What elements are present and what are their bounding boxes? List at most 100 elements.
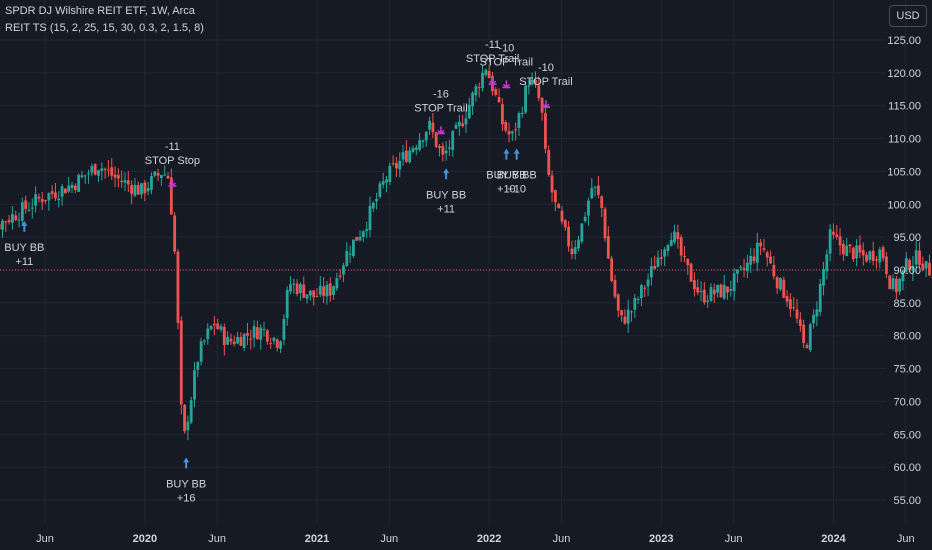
candle-body bbox=[50, 191, 54, 195]
candlestick-series bbox=[0, 64, 932, 441]
candle-body bbox=[457, 121, 461, 127]
candle-body bbox=[749, 255, 753, 265]
candle-body bbox=[302, 284, 306, 298]
x-tick-label: Jun bbox=[36, 533, 54, 545]
candle-body bbox=[345, 251, 349, 266]
candle-body bbox=[239, 337, 243, 346]
candle-body bbox=[173, 215, 177, 252]
stop-signal-label: -16 bbox=[433, 88, 449, 100]
candle-body bbox=[855, 245, 859, 259]
candle-body bbox=[835, 234, 839, 238]
x-tick-label: Jun bbox=[208, 533, 226, 545]
time-axis[interactable]: Jun 2020 Jun 2021 Jun 2022 Jun 2023 Jun 2024 Jun bbox=[36, 533, 915, 545]
candle-body bbox=[759, 242, 763, 247]
stop-signal-label: STOP Trail bbox=[519, 76, 572, 88]
candle-body bbox=[871, 250, 875, 261]
candle-body bbox=[510, 131, 514, 134]
candle-body bbox=[355, 236, 359, 241]
candle-body bbox=[769, 256, 772, 264]
candle-body bbox=[646, 279, 650, 287]
currency-button[interactable]: USD bbox=[889, 5, 927, 27]
candle-body bbox=[891, 278, 895, 289]
candle-body bbox=[249, 338, 253, 340]
buy-signal-label: BUY BB bbox=[486, 170, 526, 182]
stop-signal-label: STOP Trail bbox=[466, 53, 519, 65]
candle-body bbox=[37, 196, 41, 199]
candle-body bbox=[338, 275, 342, 277]
buy-signal-label: BUY BB bbox=[497, 170, 537, 182]
candle-body bbox=[67, 185, 71, 192]
candle-body bbox=[17, 219, 21, 221]
candle-body bbox=[179, 320, 183, 405]
candle-body bbox=[222, 326, 226, 346]
buy-signal-label: BUY BB bbox=[166, 478, 206, 490]
candle-body bbox=[477, 87, 481, 89]
candle-body bbox=[709, 287, 713, 301]
candle-body bbox=[229, 338, 233, 342]
candle-body bbox=[441, 146, 445, 155]
candle-body bbox=[507, 131, 511, 135]
stop-signal-label: STOP Trail bbox=[414, 102, 467, 114]
candle-body bbox=[461, 123, 465, 127]
candle-body bbox=[156, 173, 160, 176]
candle-body bbox=[189, 400, 193, 423]
x-tick-label: Jun bbox=[380, 533, 398, 545]
price-axis[interactable]: 125.00 120.00 115.00 110.00 105.00 100.00 95.0… bbox=[887, 35, 921, 507]
x-tick-label: 2023 bbox=[649, 533, 673, 545]
candle-body bbox=[226, 336, 230, 345]
candle-body bbox=[414, 147, 418, 150]
candle-body bbox=[812, 314, 815, 324]
candle-body bbox=[63, 188, 67, 194]
candle-body bbox=[696, 287, 700, 293]
candle-body bbox=[785, 295, 789, 302]
candle-body bbox=[765, 252, 769, 258]
candle-body bbox=[838, 236, 842, 246]
candle-body bbox=[11, 214, 14, 223]
candle-body bbox=[27, 209, 31, 211]
candle-body bbox=[30, 207, 34, 209]
candle-body bbox=[875, 259, 878, 261]
candle-body bbox=[851, 247, 855, 260]
indicator-legend[interactable]: REIT TS (15, 2, 25, 15, 30, 0.3, 2, 1.5,… bbox=[5, 22, 204, 34]
candle-body bbox=[272, 337, 276, 341]
candle-body bbox=[649, 266, 653, 278]
candle-body bbox=[683, 255, 686, 257]
candle-body bbox=[722, 284, 726, 299]
candle-body bbox=[395, 162, 398, 169]
candle-body bbox=[540, 97, 544, 113]
candle-body bbox=[401, 152, 405, 160]
y-tick-label: 95.00 bbox=[893, 232, 921, 244]
candle-body bbox=[116, 174, 120, 179]
candle-body bbox=[87, 173, 90, 175]
candle-body bbox=[918, 250, 921, 266]
candle-body bbox=[537, 85, 541, 99]
candle-body bbox=[550, 175, 554, 193]
x-tick-label: Jun bbox=[553, 533, 571, 545]
buy-signal-label: +16 bbox=[177, 492, 196, 504]
candle-body bbox=[716, 285, 719, 293]
candle-body bbox=[295, 283, 299, 294]
candle-body bbox=[845, 245, 849, 257]
candle-body bbox=[570, 248, 574, 255]
candle-body bbox=[653, 265, 657, 270]
candle-body bbox=[567, 226, 571, 247]
candle-body bbox=[325, 284, 329, 297]
x-tick-label: 2020 bbox=[133, 533, 157, 545]
candle-body bbox=[732, 273, 736, 292]
candle-body bbox=[236, 337, 239, 344]
candle-body bbox=[636, 298, 640, 300]
candle-body bbox=[0, 224, 1, 229]
candle-body bbox=[755, 242, 759, 263]
candle-body bbox=[547, 150, 551, 175]
candle-body bbox=[70, 184, 74, 188]
candle-body bbox=[802, 324, 806, 343]
candle-body bbox=[772, 264, 776, 277]
y-tick-label: 110.00 bbox=[888, 134, 921, 146]
candle-body bbox=[358, 236, 362, 241]
candle-body bbox=[798, 319, 802, 327]
candle-body bbox=[894, 278, 898, 293]
candle-body bbox=[123, 180, 127, 183]
candle-body bbox=[583, 216, 587, 222]
signal-markers: BUY BB +11 -11 STOP Stop BUY BB +16 BUY BB +11 -… bbox=[4, 39, 572, 504]
